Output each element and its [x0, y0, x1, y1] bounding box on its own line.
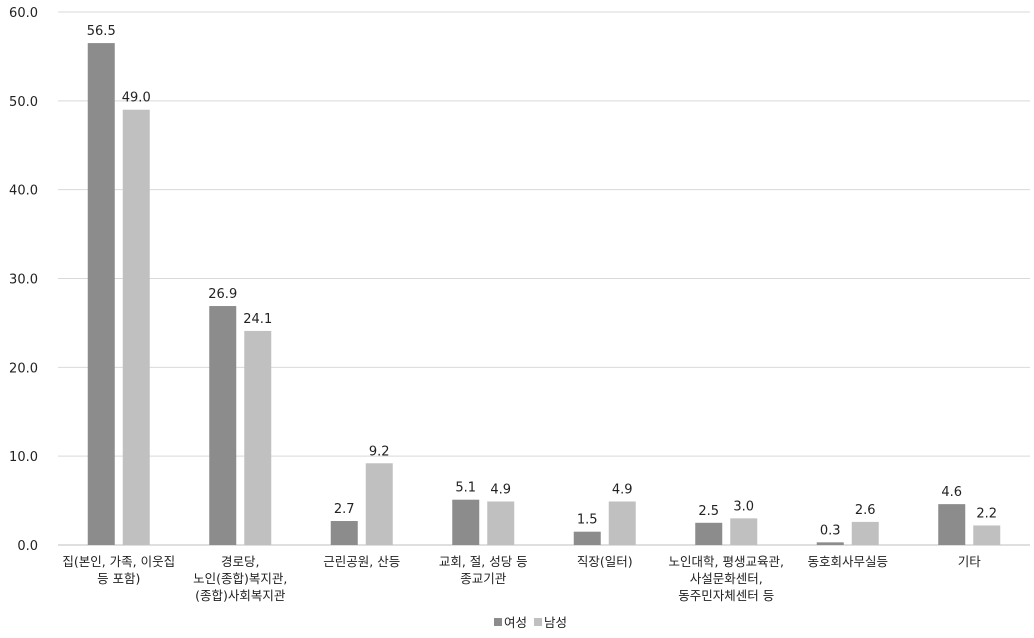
bar-남성 — [122, 109, 150, 545]
y-tick-label: 30.0 — [9, 273, 38, 288]
bar-여성 — [816, 542, 844, 545]
y-axis-ticks: 0.0 10.0 20.0 30.0 40.0 50.0 60.0 — [9, 6, 38, 554]
data-label: 3.0 — [733, 499, 754, 514]
bar-여성 — [938, 504, 966, 545]
y-tick-label: 10.0 — [9, 450, 38, 465]
y-tick-label: 40.0 — [9, 184, 38, 199]
x-category-label: 노인대학, 평생교육관, 사설문화센터, 동주민자체센터 등 — [669, 554, 784, 603]
legend-label: 여성 — [504, 615, 527, 630]
data-label: 0.3 — [820, 523, 841, 538]
value-labels: 56.5 49.0 26.9 24.1 2.7 9.2 5.1 4.9 1.5 4.9 2.5 3.0… — [87, 24, 997, 538]
x-category-label: 근린공원, 산등 — [323, 554, 400, 569]
category-labels: 집(본인, 가족, 이웃집 등 포함) 경로당, 노인(종합)복지관, (종합)사회복지… — [62, 554, 981, 603]
y-tick-label: 60.0 — [9, 6, 38, 21]
y-tick-label: 20.0 — [9, 361, 38, 376]
data-label: 9.2 — [369, 444, 390, 459]
data-label: 4.9 — [612, 482, 633, 497]
data-label: 1.5 — [577, 513, 598, 528]
legend: 여성 남성 — [494, 615, 567, 630]
data-label: 24.1 — [243, 312, 272, 327]
gridlines — [58, 11, 1030, 546]
bar-여성 — [330, 521, 358, 545]
y-tick-label: 0.0 — [17, 539, 38, 554]
x-category-label: 집(본인, 가족, 이웃집 등 포함) — [62, 554, 175, 586]
x-category-label: 경로당, 노인(종합)복지관, (종합)사회복지관 — [193, 554, 287, 603]
bar-남성 — [973, 525, 1001, 545]
legend-swatch — [534, 618, 542, 626]
legend-label: 남성 — [544, 615, 567, 630]
bar-남성 — [608, 501, 636, 545]
bar-남성 — [730, 518, 758, 545]
bar-남성 — [365, 463, 393, 545]
y-tick-label: 50.0 — [9, 95, 38, 110]
data-label: 2.7 — [334, 502, 355, 517]
data-label: 4.9 — [490, 482, 511, 497]
x-category-label: 직장(일터) — [577, 554, 633, 569]
bar-여성 — [695, 522, 723, 545]
bar-여성 — [209, 306, 237, 545]
data-label: 2.2 — [976, 506, 997, 521]
bar-남성 — [851, 521, 879, 545]
bar-남성 — [244, 330, 272, 545]
data-label: 5.1 — [455, 481, 476, 496]
data-label: 49.0 — [122, 91, 151, 106]
x-category-label: 동호회사무실등 — [807, 554, 888, 569]
data-label: 2.6 — [855, 503, 876, 518]
bar-남성 — [487, 501, 515, 545]
x-category-label: 기타 — [958, 554, 982, 569]
data-label: 56.5 — [87, 24, 116, 39]
bar-여성 — [573, 531, 601, 545]
data-label: 2.5 — [698, 504, 719, 519]
data-label: 26.9 — [208, 287, 237, 302]
data-label: 4.6 — [941, 485, 962, 500]
legend-swatch — [494, 618, 502, 626]
x-category-label: 교회, 절, 성당 등 종교기관 — [439, 554, 528, 586]
bar-여성 — [87, 43, 115, 545]
bar-여성 — [452, 499, 480, 545]
bars — [87, 43, 1001, 545]
